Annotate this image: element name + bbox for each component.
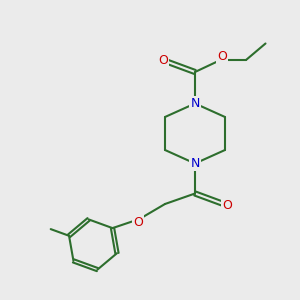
Text: O: O [158, 53, 168, 67]
Text: O: O [222, 199, 232, 212]
Text: N: N [190, 157, 200, 170]
Text: O: O [133, 215, 143, 229]
Text: O: O [217, 50, 227, 64]
Text: N: N [190, 97, 200, 110]
